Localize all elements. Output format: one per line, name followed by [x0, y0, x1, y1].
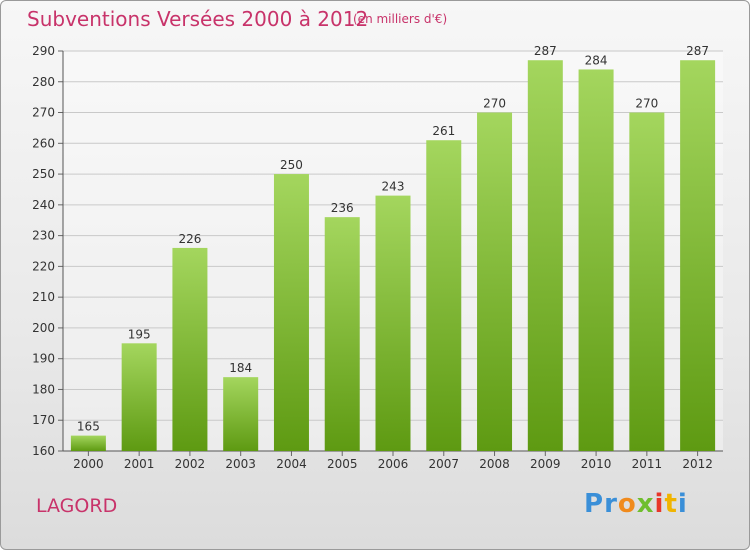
- data-label: 184: [229, 361, 252, 375]
- x-tick-label: 2009: [530, 457, 561, 471]
- x-tick-label: 2008: [479, 457, 510, 471]
- logo-letter: t: [664, 489, 678, 519]
- y-tick-label: 180: [32, 382, 55, 396]
- bar: [121, 343, 157, 451]
- bar: [324, 217, 360, 451]
- data-label: 270: [483, 97, 506, 111]
- x-tick-label: 2010: [581, 457, 612, 471]
- x-tick-label: 2005: [327, 457, 358, 471]
- data-label: 287: [534, 44, 557, 58]
- y-tick-label: 170: [32, 413, 55, 427]
- x-tick-label: 2000: [73, 457, 104, 471]
- bar: [375, 195, 411, 451]
- logo-letter: P: [584, 489, 605, 519]
- bar: [172, 247, 208, 451]
- data-label: 243: [382, 180, 405, 194]
- x-tick-label: 2006: [378, 457, 409, 471]
- y-tick-label: 190: [32, 352, 55, 366]
- chart-subtitle: (en milliers d'€): [353, 12, 448, 26]
- x-tick-label: 2007: [428, 457, 459, 471]
- logo-letter: x: [636, 489, 655, 519]
- bar: [223, 377, 259, 451]
- x-tick-label: 2012: [682, 457, 713, 471]
- x-tick-label: 2001: [124, 457, 155, 471]
- data-label: 287: [686, 44, 709, 58]
- bar: [629, 112, 665, 452]
- logo-letter: o: [617, 489, 637, 519]
- data-label: 236: [331, 201, 354, 215]
- y-tick-label: 220: [32, 259, 55, 273]
- bar: [70, 435, 106, 451]
- y-tick-label: 240: [32, 198, 55, 212]
- y-tick-label: 280: [32, 75, 55, 89]
- y-tick-label: 250: [32, 167, 55, 181]
- logo-letter: i: [654, 489, 665, 519]
- data-label: 284: [585, 53, 608, 67]
- bar: [477, 112, 513, 452]
- bar: [578, 69, 614, 451]
- logo-letter: r: [604, 489, 618, 519]
- proxiti-logo: Proxiti: [584, 489, 688, 519]
- x-tick-label: 2003: [225, 457, 256, 471]
- y-tick-label: 260: [32, 136, 55, 150]
- data-label: 165: [77, 420, 100, 434]
- bar: [527, 60, 563, 451]
- y-tick-label: 200: [32, 321, 55, 335]
- data-label: 261: [432, 124, 455, 138]
- y-tick-label: 230: [32, 229, 55, 243]
- y-tick-label: 290: [32, 44, 55, 58]
- y-tick-label: 160: [32, 444, 55, 458]
- x-tick-label: 2011: [632, 457, 663, 471]
- x-tick-label: 2002: [175, 457, 206, 471]
- bar: [680, 60, 716, 451]
- data-label: 195: [128, 327, 151, 341]
- data-label: 226: [178, 232, 201, 246]
- x-tick-label: 2004: [276, 457, 307, 471]
- data-label: 250: [280, 158, 303, 172]
- y-tick-label: 270: [32, 106, 55, 120]
- place-name: LAGORD: [36, 495, 118, 517]
- data-label: 270: [635, 97, 658, 111]
- chart-title: Subventions Versées 2000 à 2012: [27, 7, 369, 31]
- y-tick-label: 210: [32, 290, 55, 304]
- bar: [273, 174, 309, 452]
- bar: [426, 140, 462, 451]
- logo-letter: i: [677, 489, 688, 519]
